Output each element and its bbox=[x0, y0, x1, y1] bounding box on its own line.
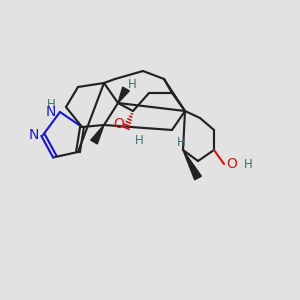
Text: N: N bbox=[46, 105, 56, 119]
Text: H: H bbox=[135, 134, 143, 148]
Polygon shape bbox=[118, 87, 129, 103]
Text: O: O bbox=[226, 157, 237, 171]
Text: H: H bbox=[128, 79, 136, 92]
Polygon shape bbox=[183, 150, 201, 180]
Text: O: O bbox=[114, 117, 124, 131]
Text: H: H bbox=[46, 98, 56, 110]
Polygon shape bbox=[91, 125, 104, 144]
Text: H: H bbox=[177, 136, 185, 149]
Text: H: H bbox=[244, 158, 252, 170]
Text: N: N bbox=[29, 128, 39, 142]
